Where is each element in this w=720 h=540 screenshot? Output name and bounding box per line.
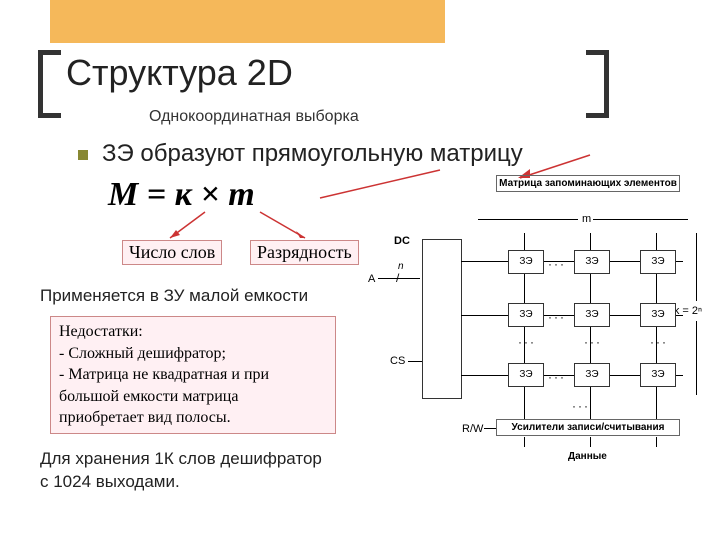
dc-label: DC bbox=[394, 235, 410, 247]
data-label: Данные bbox=[568, 451, 607, 462]
k-arrow-top bbox=[696, 233, 697, 301]
m-arrow-right bbox=[593, 219, 688, 220]
col-dots-1: ··· bbox=[518, 335, 536, 349]
row-dots-3: ··· bbox=[548, 370, 566, 384]
title-bracket-right bbox=[586, 50, 609, 118]
col-dots-2: ··· bbox=[584, 335, 602, 349]
decoder-box bbox=[422, 239, 462, 399]
storage-line1: Для хранения 1К слов дешифратор bbox=[40, 448, 322, 471]
disadvantages-box: Недостатки: - Сложный дешифратор; - Матр… bbox=[50, 316, 336, 434]
rw-wire bbox=[484, 428, 496, 429]
amp-dots: ··· bbox=[572, 399, 590, 413]
rw-label: R/W bbox=[462, 423, 483, 435]
data-wire-2 bbox=[590, 437, 591, 447]
col-dots-3: ··· bbox=[650, 335, 668, 349]
cell-2-2: ЗЭ bbox=[574, 303, 610, 327]
storage-note: Для хранения 1К слов дешифратор с 1024 в… bbox=[40, 448, 322, 494]
data-wire-1 bbox=[524, 437, 525, 447]
amplifiers-box: Усилители записи/считывания bbox=[496, 419, 680, 436]
matrix-title-box: Матрица запоминающих элементов bbox=[496, 175, 680, 192]
cell-1-3: ЗЭ bbox=[640, 250, 676, 274]
cs-label: CS bbox=[390, 355, 405, 367]
cell-2-3: ЗЭ bbox=[640, 303, 676, 327]
cs-wire bbox=[408, 361, 422, 362]
k-arrow-bottom bbox=[696, 321, 697, 395]
disadv-heading: Недостатки: bbox=[59, 321, 327, 343]
cell-3-1: ЗЭ bbox=[508, 363, 544, 387]
title-bracket-left bbox=[38, 50, 61, 118]
data-wire-3 bbox=[656, 437, 657, 447]
label-bits: Разрядность bbox=[250, 240, 359, 265]
bullet-icon bbox=[78, 150, 88, 160]
memory-diagram: Матрица запоминающих элементов m DC A / … bbox=[368, 175, 694, 460]
m-arrow-left bbox=[478, 219, 578, 220]
applies-text: Применяется в ЗУ малой емкости bbox=[40, 286, 308, 306]
storage-line2: с 1024 выходами. bbox=[40, 471, 322, 494]
n-label: n bbox=[398, 261, 404, 272]
cell-3-2: ЗЭ bbox=[574, 363, 610, 387]
cell-3-3: ЗЭ bbox=[640, 363, 676, 387]
cell-1-1: ЗЭ bbox=[508, 250, 544, 274]
row-dots-2: ··· bbox=[548, 310, 566, 324]
a-label: A bbox=[368, 273, 375, 285]
label-words: Число слов bbox=[122, 240, 222, 265]
page-title: Структура 2D bbox=[66, 52, 293, 94]
cell-2-1: ЗЭ bbox=[508, 303, 544, 327]
disadv-item-2: - Матрица не квадратная и при большой ем… bbox=[59, 364, 327, 429]
subtitle: Однокоординатная выборка bbox=[149, 108, 359, 126]
m-label: m bbox=[582, 213, 591, 225]
cell-1-2: ЗЭ bbox=[574, 250, 610, 274]
disadv-item-1: - Сложный дешифратор; bbox=[59, 343, 327, 365]
row-dots-1: ··· bbox=[548, 257, 566, 271]
a-slash-icon: / bbox=[396, 271, 399, 285]
top-banner bbox=[50, 0, 445, 43]
